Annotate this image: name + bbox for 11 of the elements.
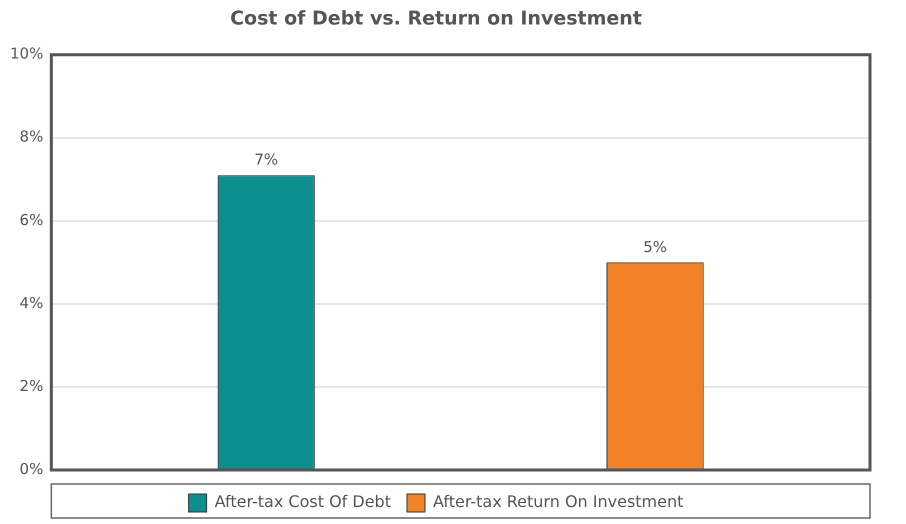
legend-label: After-tax Cost Of Debt: [214, 492, 391, 512]
data-label: 5%: [643, 238, 667, 256]
y-tick-label: 10%: [10, 44, 44, 63]
y-tick-label: 8%: [20, 128, 44, 146]
y-tick-label: 2%: [20, 376, 44, 395]
y-tick-label: 6%: [20, 210, 44, 229]
data-label: 7%: [254, 150, 278, 169]
chart-title: Cost of Debt vs. Return on Investment: [230, 7, 642, 30]
y-tick-label: 4%: [20, 294, 44, 312]
legend-label: After-tax Return On Investment: [432, 492, 684, 512]
y-tick-label: 0%: [20, 460, 44, 478]
